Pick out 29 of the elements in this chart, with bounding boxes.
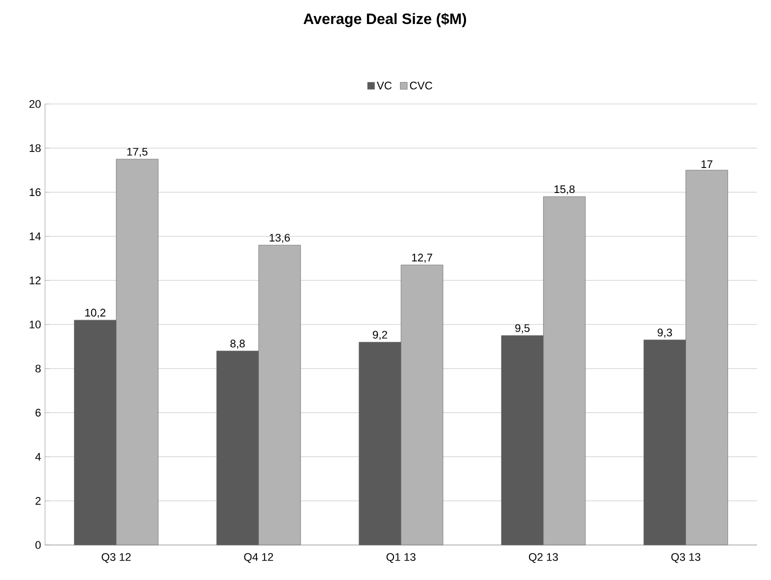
y-tick-label: 14 (30, 232, 41, 240)
data-label: 9,2 (372, 330, 388, 340)
x-tick-label: Q3 13 (671, 553, 700, 563)
x-tick-label: Q1 13 (386, 553, 416, 563)
x-tick-label: Q2 13 (528, 553, 558, 563)
y-tick-label: 12 (30, 276, 41, 284)
y-tick-label: 2 (36, 497, 41, 505)
y-tick-label: 18 (30, 144, 41, 152)
x-tick-label: Q3 12 (102, 553, 131, 563)
data-label: 15,8 (554, 185, 575, 194)
data-label: 10,2 (85, 308, 106, 318)
y-tick-label: 8 (35, 364, 41, 372)
y-tick-label: 6 (36, 408, 41, 417)
y-tick-label: 4 (35, 453, 41, 461)
data-label: 8,8 (230, 340, 245, 349)
data-label: 13,6 (270, 234, 290, 243)
y-tick-label: 10 (30, 320, 41, 328)
data-label: 9,5 (515, 324, 530, 334)
chart-title: Average Deal Size ($M) (304, 12, 466, 28)
legend-label: VC (376, 82, 392, 90)
data-label: 12,7 (412, 254, 432, 263)
y-tick-label: 16 (30, 188, 41, 196)
data-label: 9,3 (658, 328, 672, 338)
x-tick-label: Q4 12 (244, 553, 274, 563)
legend-label: CVC (410, 82, 432, 90)
data-label: 17 (702, 160, 712, 168)
y-tick-label: 20 (29, 100, 41, 108)
y-tick-label: 0 (35, 541, 41, 549)
data-label: 17,5 (127, 148, 148, 157)
